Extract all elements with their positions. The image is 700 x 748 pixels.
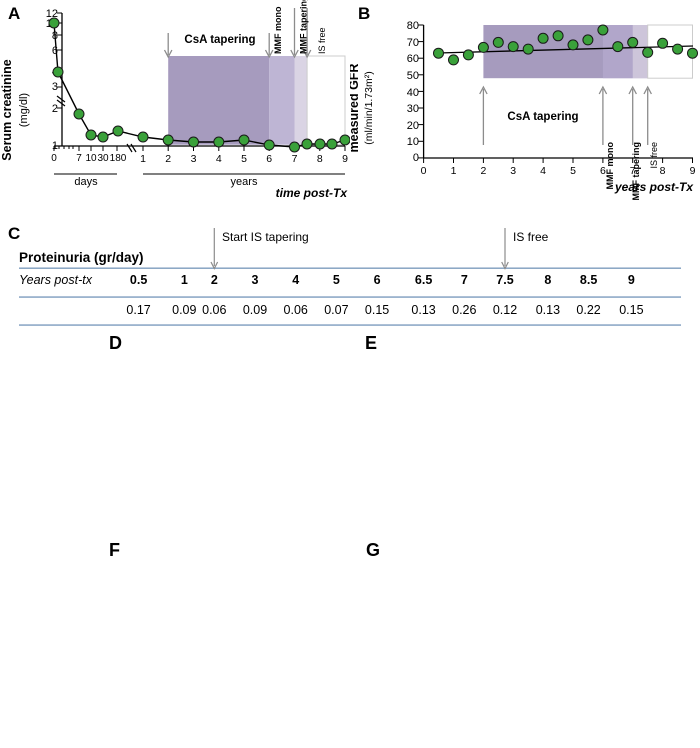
svg-text:2: 2 <box>165 153 171 165</box>
svg-text:IS free: IS free <box>649 142 659 169</box>
svg-text:0.06: 0.06 <box>202 303 226 317</box>
svg-text:6: 6 <box>374 273 381 287</box>
svg-text:5: 5 <box>570 165 576 177</box>
svg-text:4: 4 <box>540 165 546 177</box>
svg-text:measured GFR: measured GFR <box>350 64 361 153</box>
svg-text:60: 60 <box>407 53 419 65</box>
svg-text:MMF tapering: MMF tapering <box>631 142 641 201</box>
svg-text:time post-Tx: time post-Tx <box>276 186 349 200</box>
svg-text:50: 50 <box>407 70 419 82</box>
svg-text:8: 8 <box>317 153 323 165</box>
svg-text:6.5: 6.5 <box>415 273 432 287</box>
svg-text:1: 1 <box>451 165 457 177</box>
svg-text:0.13: 0.13 <box>411 303 435 317</box>
svg-text:5: 5 <box>241 153 247 165</box>
svg-text:3: 3 <box>252 273 259 287</box>
svg-text:4: 4 <box>292 273 299 287</box>
svg-text:MMF mono: MMF mono <box>605 142 615 190</box>
svg-text:180: 180 <box>110 153 127 164</box>
svg-text:8: 8 <box>660 165 666 177</box>
svg-text:7: 7 <box>292 153 298 165</box>
svg-text:CsA tapering: CsA tapering <box>184 34 255 46</box>
svg-text:0.06: 0.06 <box>284 303 308 317</box>
svg-text:9: 9 <box>690 165 696 177</box>
svg-text:5: 5 <box>333 273 340 287</box>
svg-text:0.13: 0.13 <box>536 303 560 317</box>
svg-text:MMF mono: MMF mono <box>273 6 283 54</box>
svg-text:7: 7 <box>76 153 82 164</box>
svg-text:0: 0 <box>51 153 57 164</box>
svg-text:4: 4 <box>216 153 222 165</box>
svg-text:CsA tapering: CsA tapering <box>507 111 578 123</box>
svg-text:IS free: IS free <box>317 27 327 54</box>
svg-text:years post-Tx: years post-Tx <box>614 180 694 194</box>
svg-text:0.09: 0.09 <box>243 303 267 317</box>
svg-text:8.5: 8.5 <box>580 273 597 287</box>
svg-text:Proteinuria (gr/day): Proteinuria (gr/day) <box>19 250 144 265</box>
svg-text:0: 0 <box>421 165 427 177</box>
svg-text:9: 9 <box>342 153 348 165</box>
svg-text:20: 20 <box>407 120 419 132</box>
svg-text:6: 6 <box>266 153 272 165</box>
svg-text:0.17: 0.17 <box>126 303 150 317</box>
svg-text:Years post-tx: Years post-tx <box>19 273 93 287</box>
svg-text:years: years <box>231 176 258 188</box>
svg-text:80: 80 <box>407 20 419 32</box>
svg-text:0.07: 0.07 <box>324 303 348 317</box>
svg-text:10: 10 <box>85 153 97 164</box>
svg-text:(ml/min/1.73m²): (ml/min/1.73m²) <box>363 71 375 145</box>
svg-text:2: 2 <box>52 103 58 115</box>
svg-text:0.15: 0.15 <box>365 303 389 317</box>
svg-text:3: 3 <box>191 153 197 165</box>
svg-text:3: 3 <box>510 165 516 177</box>
svg-text:10: 10 <box>407 136 419 148</box>
svg-text:2: 2 <box>480 165 486 177</box>
svg-text:40: 40 <box>407 87 419 99</box>
svg-text:days: days <box>74 176 98 188</box>
svg-text:0.12: 0.12 <box>493 303 517 317</box>
svg-text:0.5: 0.5 <box>130 273 147 287</box>
svg-text:Start IS tapering: Start IS tapering <box>222 230 309 244</box>
svg-text:0.22: 0.22 <box>576 303 600 317</box>
svg-text:0.26: 0.26 <box>452 303 476 317</box>
svg-text:Serum creatinine: Serum creatinine <box>0 59 14 160</box>
svg-text:0.15: 0.15 <box>619 303 643 317</box>
svg-text:1: 1 <box>140 153 146 165</box>
svg-text:2: 2 <box>211 273 218 287</box>
svg-text:MMF tapering: MMF tapering <box>299 0 309 54</box>
svg-text:IS free: IS free <box>513 230 549 244</box>
svg-text:0.09: 0.09 <box>172 303 196 317</box>
svg-text:7.5: 7.5 <box>496 273 513 287</box>
svg-text:30: 30 <box>97 153 109 164</box>
svg-text:8: 8 <box>544 273 551 287</box>
svg-text:7: 7 <box>461 273 468 287</box>
svg-text:30: 30 <box>407 103 419 115</box>
svg-text:1: 1 <box>181 273 188 287</box>
svg-text:9: 9 <box>628 273 635 287</box>
svg-text:70: 70 <box>407 37 419 49</box>
svg-text:(mg/dl): (mg/dl) <box>18 93 30 127</box>
